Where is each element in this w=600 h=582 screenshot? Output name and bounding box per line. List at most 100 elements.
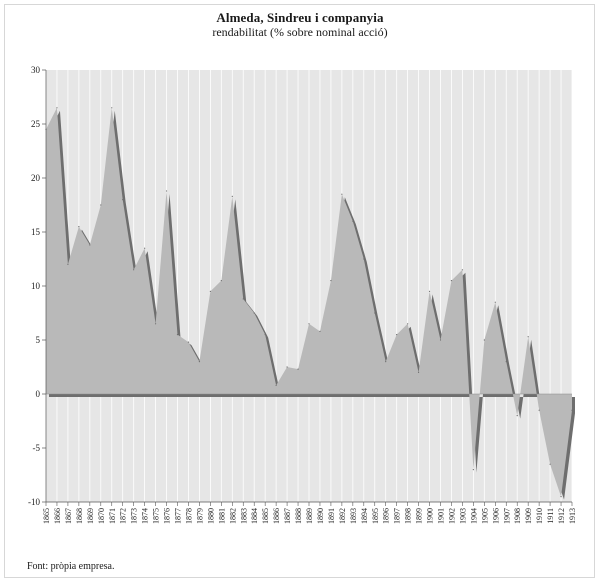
x-tick-label-1896: 1896 — [382, 508, 391, 524]
series-shadow — [49, 110, 575, 500]
data-point-1912 — [560, 496, 562, 498]
data-point-1890 — [319, 330, 321, 332]
x-tick-label-1880: 1880 — [206, 508, 215, 524]
x-tick-label-1893: 1893 — [349, 508, 358, 524]
y-tick-label-0: 0 — [36, 389, 41, 399]
data-point-1880 — [209, 290, 211, 292]
chart-subtitle: rendabilitat (% sobre nominal acció) — [212, 25, 388, 39]
chart-title: Almeda, Sindreu i companyia — [216, 10, 384, 25]
data-point-1896 — [385, 361, 387, 363]
data-point-1913 — [571, 409, 573, 411]
x-tick-label-1869: 1869 — [86, 508, 95, 524]
data-point-1894 — [363, 258, 365, 260]
y-tick-label-20: 20 — [31, 173, 41, 183]
x-tick-label-1912: 1912 — [557, 508, 566, 524]
x-tick-label-1872: 1872 — [119, 508, 128, 524]
data-point-1873 — [133, 269, 135, 271]
data-point-1903 — [461, 269, 464, 271]
x-tick-label-1903: 1903 — [458, 508, 467, 524]
data-point-1879 — [198, 361, 201, 363]
x-tick-label-1897: 1897 — [393, 508, 402, 524]
x-tick-label-1892: 1892 — [338, 508, 347, 524]
x-tick-label-1878: 1878 — [184, 508, 193, 524]
data-point-1884 — [253, 312, 255, 314]
x-tick-label-1885: 1885 — [261, 508, 270, 524]
data-point-1909 — [527, 336, 529, 338]
x-tick-label-1911: 1911 — [546, 508, 555, 524]
data-point-1907 — [505, 361, 507, 363]
x-tick-label-1871: 1871 — [108, 508, 117, 524]
x-tick-label-1886: 1886 — [272, 508, 281, 524]
x-tick-label-1900: 1900 — [426, 508, 435, 524]
x-tick-label-1902: 1902 — [447, 508, 456, 524]
y-tick-label-5: 5 — [36, 335, 41, 345]
data-point-1910 — [538, 409, 540, 411]
series-area — [46, 107, 572, 497]
x-tick-label-1913: 1913 — [568, 508, 577, 524]
x-tick-label-1875: 1875 — [152, 508, 161, 524]
y-tick-label--10: -10 — [28, 497, 40, 507]
data-point-1900 — [428, 290, 431, 292]
data-point-1885 — [264, 334, 266, 336]
y-tick-label-15: 15 — [31, 227, 41, 237]
y-tick-label-10: 10 — [31, 281, 41, 291]
data-point-1877 — [176, 334, 179, 336]
data-point-1883 — [242, 298, 244, 300]
x-tick-label-1888: 1888 — [294, 508, 303, 524]
y-tick-label--5: -5 — [33, 443, 41, 453]
chart-frame — [4, 4, 595, 578]
data-point-1897 — [396, 334, 398, 336]
data-point-1891 — [330, 280, 332, 282]
x-tick-label-1867: 1867 — [64, 508, 73, 524]
x-tick-label-1907: 1907 — [502, 508, 511, 524]
x-tick-label-1866: 1866 — [53, 508, 62, 524]
x-tick-label-1905: 1905 — [480, 508, 489, 524]
data-point-1901 — [439, 339, 442, 341]
data-point-1908 — [516, 415, 518, 417]
data-point-1871 — [111, 107, 113, 109]
x-tick-label-1868: 1868 — [75, 508, 84, 524]
x-tick-label-1884: 1884 — [250, 508, 259, 524]
data-point-1886 — [275, 384, 277, 386]
y-tick-label-25: 25 — [31, 119, 41, 129]
data-point-1892 — [341, 193, 343, 195]
x-tick-label-1879: 1879 — [195, 508, 204, 524]
data-point-1866 — [56, 107, 58, 109]
x-tick-label-1882: 1882 — [228, 508, 237, 524]
data-point-1911 — [549, 463, 551, 465]
data-point-1881 — [220, 280, 222, 282]
x-tick-label-1874: 1874 — [141, 508, 150, 524]
data-point-1874 — [144, 247, 146, 249]
data-point-1870 — [100, 204, 102, 206]
x-tick-label-1865: 1865 — [42, 508, 51, 524]
data-point-1905 — [483, 339, 485, 341]
data-point-1898 — [407, 323, 409, 325]
data-point-1878 — [187, 341, 190, 343]
x-tick-label-1876: 1876 — [163, 508, 172, 524]
x-tick-label-1904: 1904 — [469, 508, 478, 524]
x-tick-label-1901: 1901 — [437, 508, 446, 524]
x-tick-label-1899: 1899 — [415, 508, 424, 524]
x-tick-label-1891: 1891 — [327, 508, 336, 524]
x-tick-label-1906: 1906 — [491, 508, 500, 524]
x-tick-label-1870: 1870 — [97, 508, 106, 524]
data-point-1893 — [352, 220, 354, 222]
data-point-1899 — [417, 371, 420, 373]
x-tick-label-1877: 1877 — [174, 508, 183, 524]
data-point-1876 — [165, 190, 168, 192]
x-tick-label-1894: 1894 — [360, 508, 369, 524]
data-point-1872 — [122, 199, 124, 201]
data-point-1906 — [494, 301, 496, 303]
x-tick-label-1887: 1887 — [283, 508, 292, 524]
data-point-1882 — [231, 195, 233, 197]
x-tick-label-1895: 1895 — [371, 508, 380, 524]
data-point-1902 — [450, 280, 453, 282]
data-point-1869 — [89, 244, 91, 246]
data-point-1888 — [297, 368, 299, 370]
data-point-1867 — [67, 263, 69, 265]
data-point-1875 — [154, 323, 157, 325]
x-tick-label-1873: 1873 — [130, 508, 139, 524]
data-point-1887 — [286, 366, 288, 368]
x-tick-label-1889: 1889 — [305, 508, 314, 524]
